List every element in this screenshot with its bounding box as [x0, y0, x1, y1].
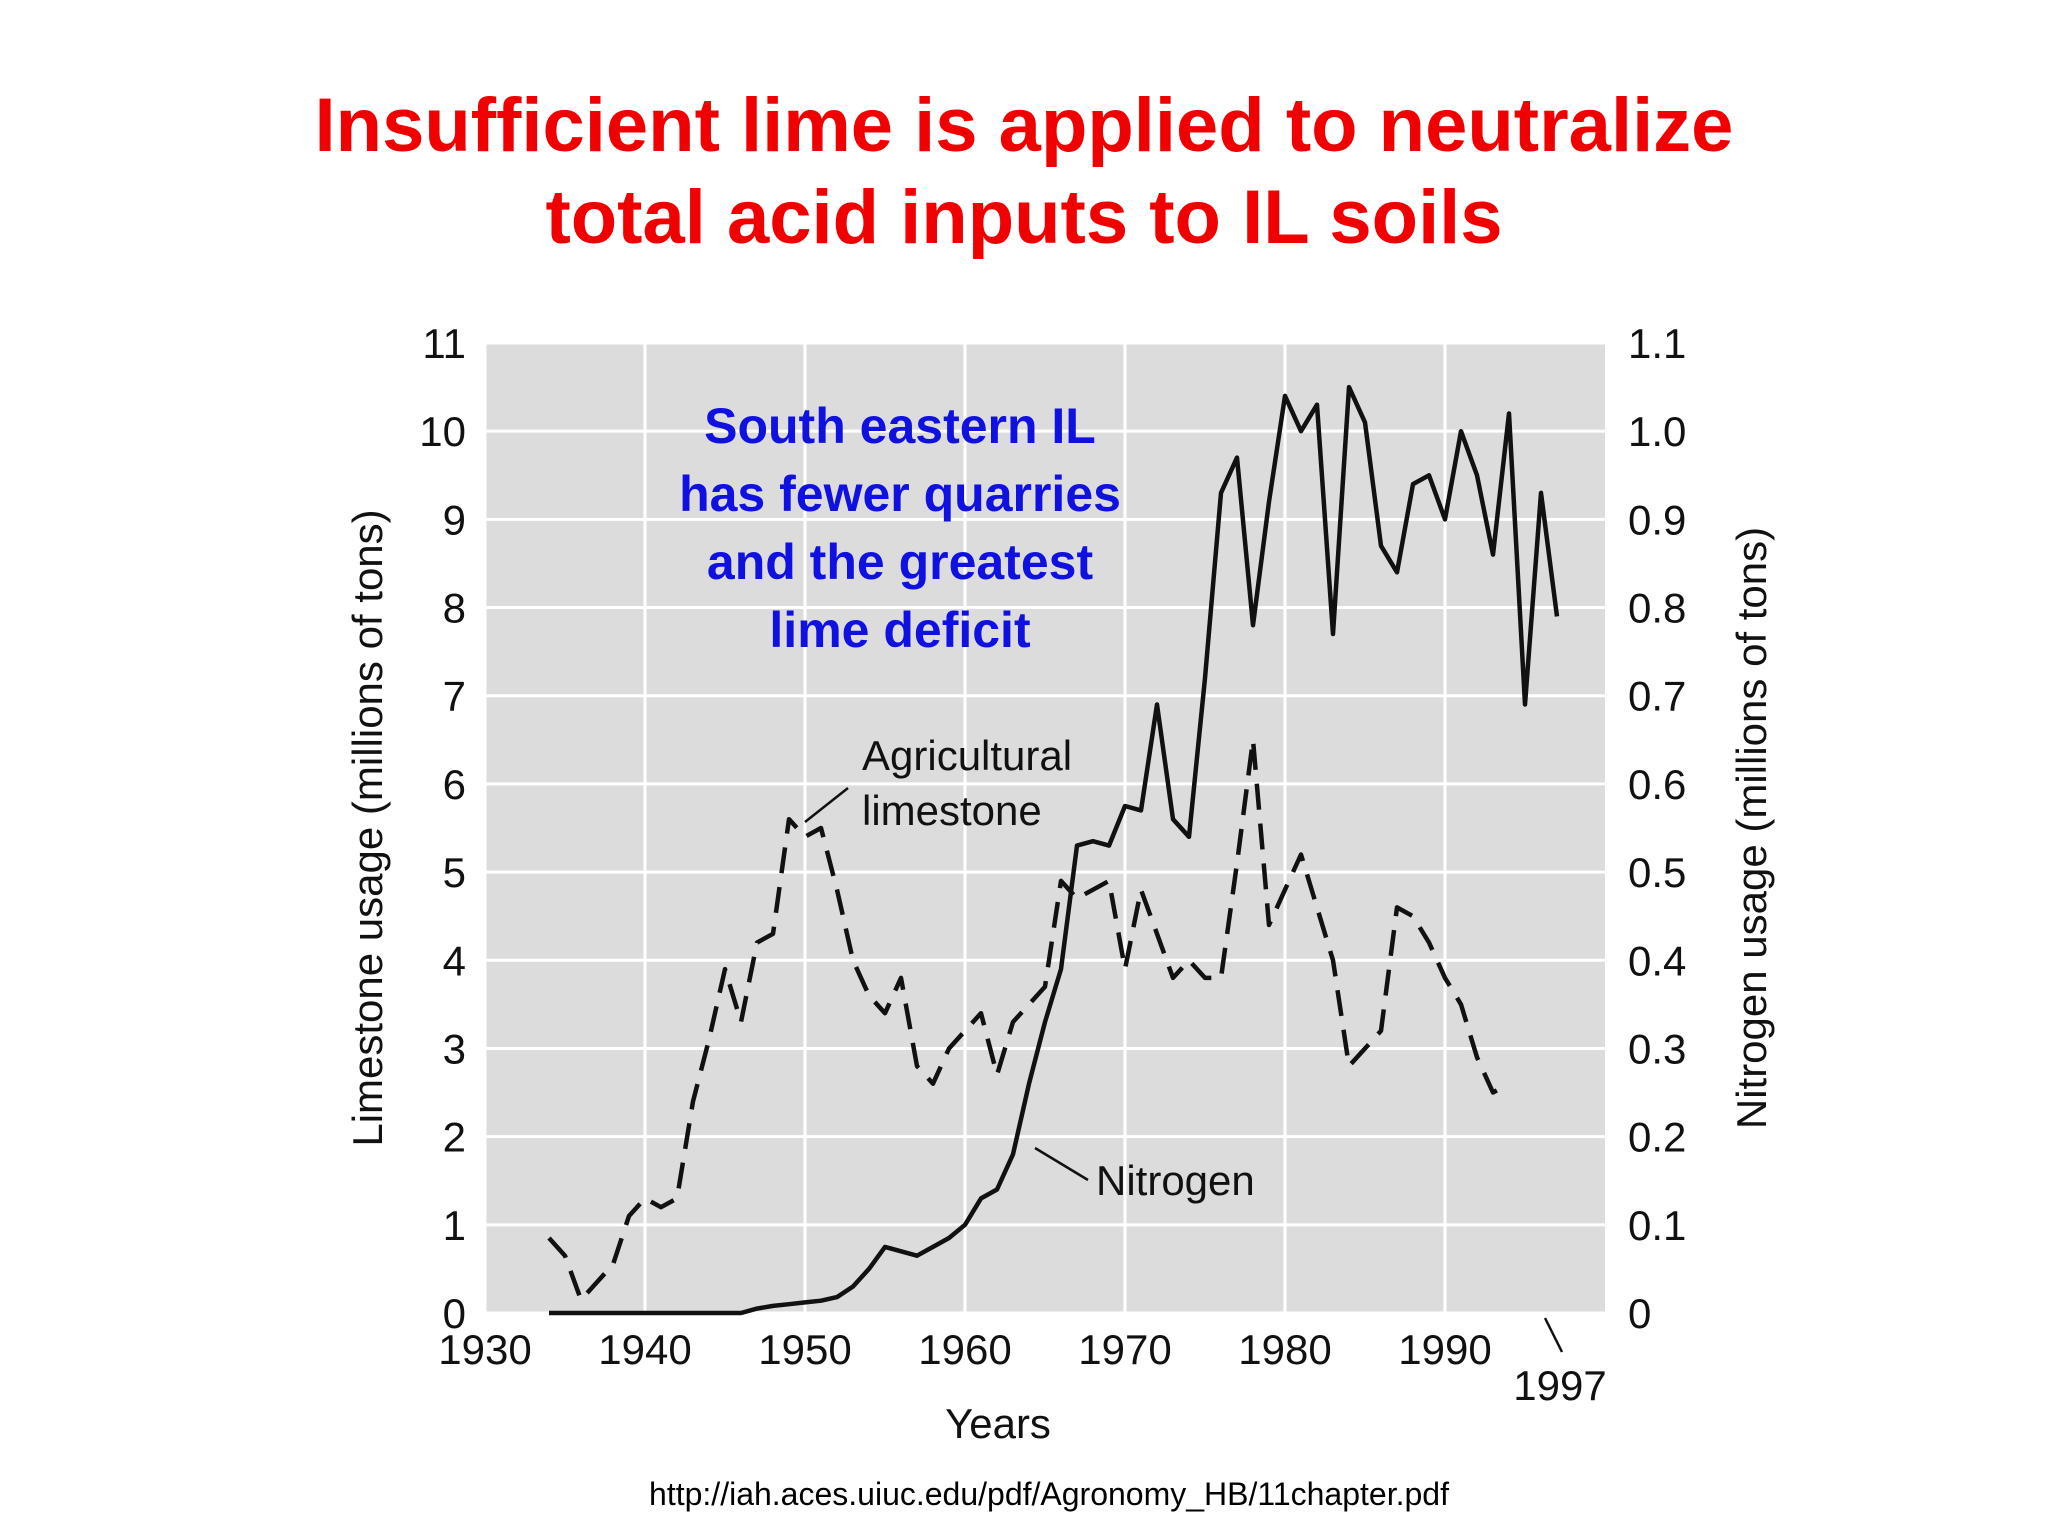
y-tick-label: 7 [443, 673, 466, 720]
y2-axis-label: Nitrogen usage (millions of tons) [1728, 527, 1775, 1129]
year-1997-leader-line [1543, 1317, 1564, 1353]
y2-tick-label: 0.9 [1628, 496, 1686, 543]
x-tick-label: 1990 [1398, 1326, 1491, 1373]
y2-tick-label: 1.1 [1628, 320, 1686, 367]
callout-text: South eastern IL has fewer quarries and … [600, 392, 1200, 664]
y-axis-label: Limestone usage (millions of tons) [344, 509, 391, 1146]
y-tick-label: 2 [443, 1114, 466, 1161]
y-tick-label: 5 [443, 849, 466, 896]
series-line-nitrogen [549, 384, 1560, 1316]
x-tick-label: 1940 [598, 1326, 691, 1373]
y2-tick-label: 0.7 [1628, 673, 1686, 720]
y2-tick-label: 0.5 [1628, 849, 1686, 896]
y-tick-label: 9 [443, 496, 466, 543]
y2-tick-label: 1.0 [1628, 408, 1686, 455]
y-tick-label: 4 [443, 937, 466, 984]
x-tick-label: 1960 [918, 1326, 1011, 1373]
left-axis-ticks: 0 1 2 3 4 5 6 7 8 9 10 11 [419, 320, 466, 1337]
x-tick-label: 1970 [1078, 1326, 1171, 1373]
y2-tick-label: 0.3 [1628, 1025, 1686, 1072]
callout-line-3: and the greatest [706, 534, 1094, 590]
slide-title: Insufficient lime is applied to neutrali… [0, 80, 2048, 264]
x-axis-ticks: 1930 1940 1950 1960 1970 1980 1990 [438, 1326, 1491, 1373]
callout-line-2: has fewer quarries [679, 466, 1121, 522]
y2-tick-label: 0.6 [1628, 761, 1686, 808]
limestone-label-line1: Agricultural [862, 732, 1072, 779]
x-tick-label: 1930 [438, 1326, 531, 1373]
nitrogen-label: Nitrogen [1096, 1157, 1255, 1204]
y-tick-label: 10 [419, 408, 466, 455]
gridlines [483, 341, 1605, 1315]
callout-line-1: South eastern IL [704, 398, 1096, 454]
source-url: http://iah.aces.uiuc.edu/pdf/Agronomy_HB… [649, 1476, 1449, 1512]
y-tick-label: 1 [443, 1202, 466, 1249]
nitrogen-leader-line [1034, 1146, 1089, 1182]
callout-line-4: lime deficit [769, 602, 1031, 658]
y-tick-label: 6 [443, 761, 466, 808]
y2-tick-label: 0.4 [1628, 937, 1686, 984]
y-tick-label: 8 [443, 585, 466, 632]
y-tick-label: 3 [443, 1025, 466, 1072]
x-tick-label: 1980 [1238, 1326, 1331, 1373]
title-line-1: Insufficient lime is applied to neutrali… [314, 83, 1734, 168]
y2-tick-label: 0.8 [1628, 585, 1686, 632]
y2-tick-label: 0 [1628, 1290, 1651, 1337]
right-axis-ticks: 0 0.1 0.2 0.3 0.4 0.5 0.6 0.7 0.8 0.9 1.0 1.1 [1628, 320, 1686, 1337]
limestone-leader-line [804, 787, 849, 823]
y-tick-label: 0 [443, 1290, 466, 1337]
limestone-label-line2: limestone [862, 787, 1042, 834]
plot-area [485, 343, 1605, 1313]
x-axis-label: Years [945, 1400, 1051, 1447]
y2-tick-label: 0.1 [1628, 1202, 1686, 1249]
x-tick-label-1997: 1997 [1513, 1362, 1606, 1409]
y2-tick-label: 0.2 [1628, 1114, 1686, 1161]
x-tick-label: 1950 [758, 1326, 851, 1373]
title-line-2: total acid inputs to IL soils [545, 175, 1503, 260]
y-tick-label: 11 [422, 320, 466, 367]
